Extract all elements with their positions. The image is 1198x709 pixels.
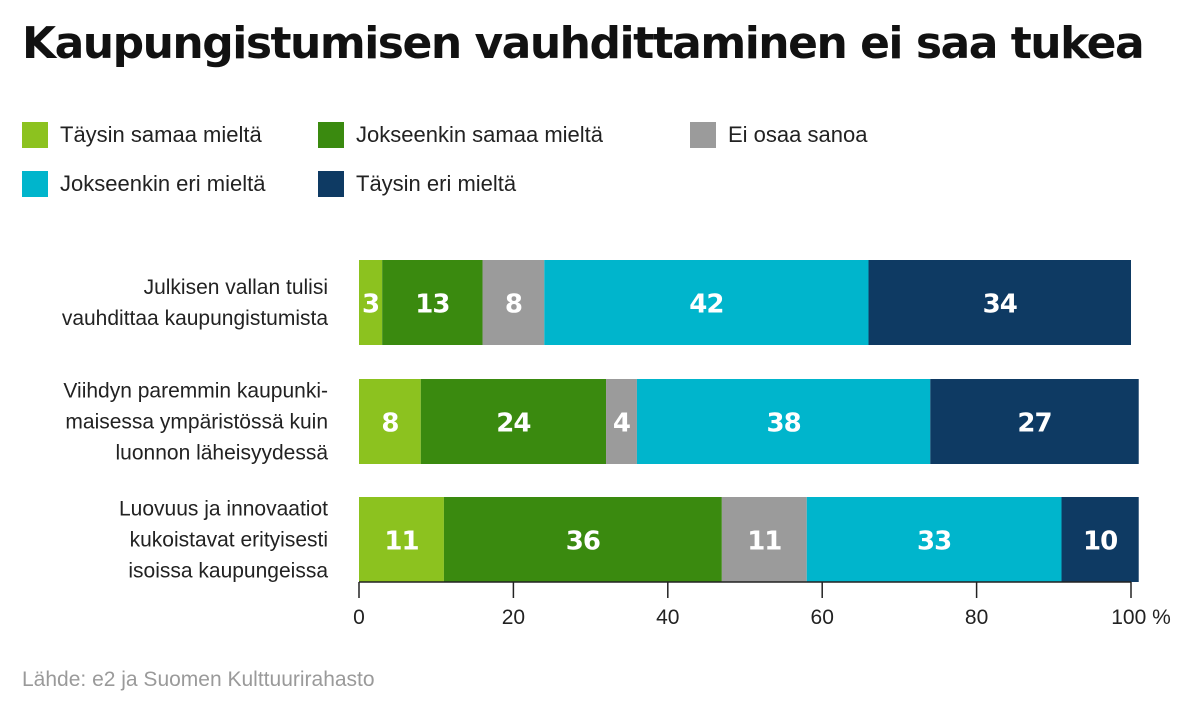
bar-segment-taysin-samaa-mielta-1 <box>359 260 383 345</box>
legend-swatch-jokseenkin-eri <box>22 171 48 197</box>
data-label-taysin-samaa-mielta-1: 3 <box>362 290 379 320</box>
legend-label-jokseenkin-samaa: Jokseenkin samaa mieltä <box>356 122 604 147</box>
legend-label-ei-osaa: Ei osaa sanoa <box>728 122 868 147</box>
data-label-taysin-eri-mielta-3: 10 <box>1083 527 1117 557</box>
data-label-ei-osaa-sanoa-3: 11 <box>747 527 781 557</box>
bar-segment-taysin-eri-mielta-3 <box>1061 497 1139 582</box>
x-tick-label-0: 0 <box>353 606 365 629</box>
chart-title: Kaupungistumisen vauhdittaminen ei saa t… <box>22 18 1145 69</box>
x-tick-label-40: 40 <box>656 606 679 629</box>
x-tick-label-80: 80 <box>965 606 988 629</box>
bar-segment-taysin-samaa-mielta-3 <box>359 497 444 582</box>
bar-segment-jokseenkin-eri-mielta-2 <box>636 379 931 464</box>
legend-swatch-taysin-samaa <box>22 122 48 148</box>
x-tick-label-20: 20 <box>502 606 525 629</box>
data-label-jokseenkin-eri-mielta-2: 38 <box>767 409 801 439</box>
legend-item-taysin-eri: Täysin eri mieltä <box>318 171 516 197</box>
legend-label-taysin-eri: Täysin eri mieltä <box>356 171 517 196</box>
bar-segment-jokseenkin-samaa-mielta-3 <box>443 497 722 582</box>
data-label-taysin-samaa-mielta-3: 11 <box>384 527 418 557</box>
bar-segment-taysin-eri-mielta-1 <box>868 260 1131 345</box>
legend-swatch-jokseenkin-samaa <box>318 122 344 148</box>
bar-segment-jokseenkin-eri-mielta-1 <box>544 260 869 345</box>
bar-segment-taysin-eri-mielta-2 <box>930 379 1139 464</box>
source-note: Lähde: e2 ja Suomen Kulttuurirahasto <box>22 668 375 691</box>
data-label-ei-osaa-sanoa-2: 4 <box>613 409 630 439</box>
bar-segment-taysin-samaa-mielta-2 <box>359 379 421 464</box>
data-label-jokseenkin-samaa-mielta-2: 24 <box>496 409 530 439</box>
x-tick-label-60: 60 <box>811 606 834 629</box>
bar-segment-ei-osaa-sanoa-1 <box>482 260 545 345</box>
legend-swatch-ei-osaa <box>690 122 716 148</box>
legend-label-jokseenkin-eri: Jokseenkin eri mieltä <box>60 171 266 196</box>
x-tick-label-100: 100 % <box>1111 606 1171 629</box>
legend-item-taysin-samaa: Täysin samaa mieltä <box>22 122 262 148</box>
data-label-ei-osaa-sanoa-1: 8 <box>505 290 522 320</box>
legend-item-jokseenkin-eri: Jokseenkin eri mieltä <box>22 171 265 197</box>
bar-segment-jokseenkin-samaa-mielta-1 <box>382 260 483 345</box>
category-label-2: Viihdyn paremmin kaupunki-maisessa ympär… <box>63 380 328 465</box>
data-label-jokseenkin-samaa-mielta-3: 36 <box>566 527 600 557</box>
bar-segment-jokseenkin-samaa-mielta-2 <box>420 379 607 464</box>
legend-label-taysin-samaa: Täysin samaa mieltä <box>60 122 262 147</box>
legend-swatch-taysin-eri <box>318 171 344 197</box>
data-label-taysin-eri-mielta-1: 34 <box>983 290 1017 320</box>
category-label-3: Luovuus ja innovaatiot kukoistavat erityi… <box>119 498 328 583</box>
bar-segment-ei-osaa-sanoa-2 <box>606 379 637 464</box>
data-label-jokseenkin-samaa-mielta-1: 13 <box>415 290 449 320</box>
data-label-taysin-samaa-mielta-2: 8 <box>381 409 398 439</box>
bar-segment-jokseenkin-eri-mielta-3 <box>806 497 1062 582</box>
legend-item-jokseenkin-samaa: Jokseenkin samaa mieltä <box>318 122 603 148</box>
legend-item-ei-osaa: Ei osaa sanoa <box>690 122 867 148</box>
data-label-jokseenkin-eri-mielta-1: 42 <box>689 290 723 320</box>
bar-segment-ei-osaa-sanoa-3 <box>721 497 807 582</box>
data-label-jokseenkin-eri-mielta-3: 33 <box>917 527 951 557</box>
category-label-1: Julkisen vallan tulisi vauhdittaa kaupung… <box>62 276 328 330</box>
data-label-taysin-eri-mielta-2: 27 <box>1017 409 1051 439</box>
